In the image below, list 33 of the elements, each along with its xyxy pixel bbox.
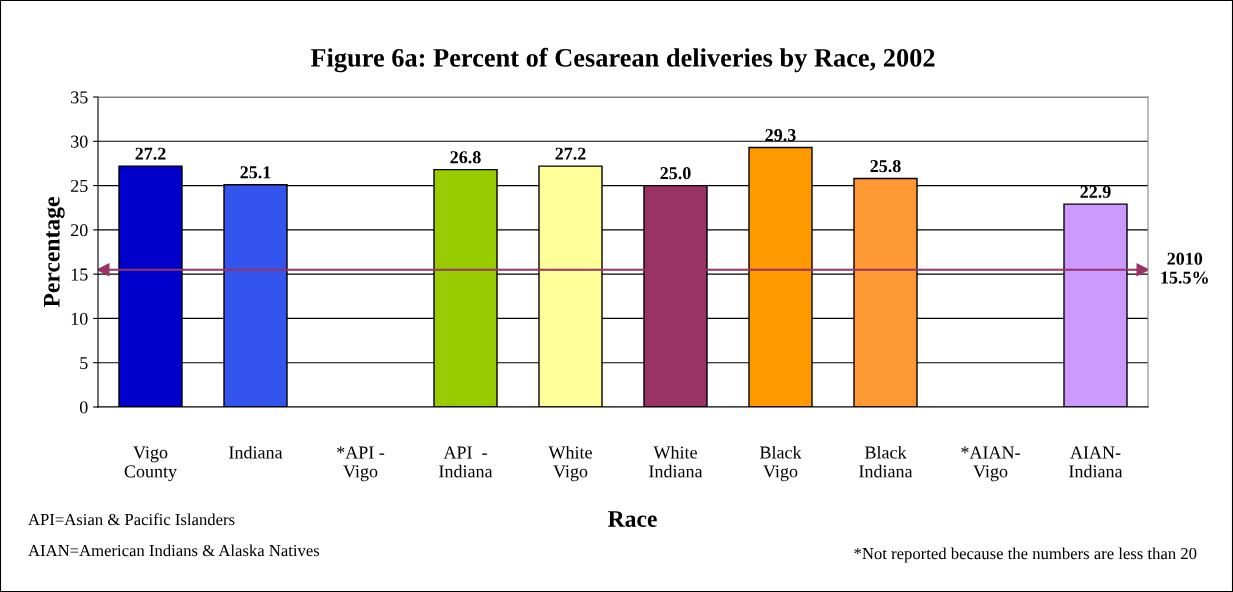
x-tick-label: Black Vigo bbox=[759, 445, 802, 482]
data-label: 26.8 bbox=[450, 151, 481, 164]
y-tick-label: 0 bbox=[79, 401, 88, 414]
x-tick-label: *API - Vigo bbox=[337, 446, 385, 482]
chart-title: Figure 6a: Percent of Cesarean deliveries by Race, 2002 bbox=[310, 47, 935, 73]
data-label: 25.1 bbox=[240, 166, 271, 179]
y-tick-label: 20 bbox=[71, 224, 88, 237]
data-label: 25.8 bbox=[870, 159, 901, 173]
data-label: 25.0 bbox=[660, 167, 691, 180]
y-tick-label: 5 bbox=[80, 357, 88, 370]
x-tick-label: White Indiana bbox=[649, 445, 703, 478]
data-label: 22.9 bbox=[1080, 185, 1111, 198]
x-tick-label: Vigo County bbox=[124, 446, 178, 482]
y-tick-label: 15 bbox=[71, 268, 88, 281]
y-tick-label: 35 bbox=[71, 91, 88, 104]
data-label: 27.2 bbox=[555, 147, 586, 160]
text: API=Asian & Pacific Islanders bbox=[28, 513, 235, 526]
data-label: 27.2 bbox=[135, 147, 166, 160]
x-tick-label: API - Indiana bbox=[439, 446, 493, 478]
x-tick-label: Indiana bbox=[229, 445, 283, 459]
ref-line-label: 2010 15.5% bbox=[1161, 252, 1208, 284]
x-tick-label: AIAN- Indiana bbox=[1069, 446, 1123, 478]
x-axis-title: Race bbox=[608, 511, 657, 527]
x-tick-label: *AIAN- Vigo bbox=[961, 446, 1020, 482]
x-tick-label: White Vigo bbox=[548, 445, 592, 482]
text: *Not reported because the numbers are less than 20 bbox=[854, 547, 1197, 563]
data-label: 29.3 bbox=[765, 129, 796, 142]
x-tick-label: Black Indiana bbox=[859, 445, 913, 478]
y-tick-label: 10 bbox=[71, 312, 88, 325]
text: AIAN=American Indians & Alaska Natives bbox=[28, 544, 320, 557]
y-tick-label: 25 bbox=[71, 179, 88, 193]
y-tick-label: 30 bbox=[71, 135, 88, 148]
y-axis-title: Percentage bbox=[43, 197, 65, 308]
